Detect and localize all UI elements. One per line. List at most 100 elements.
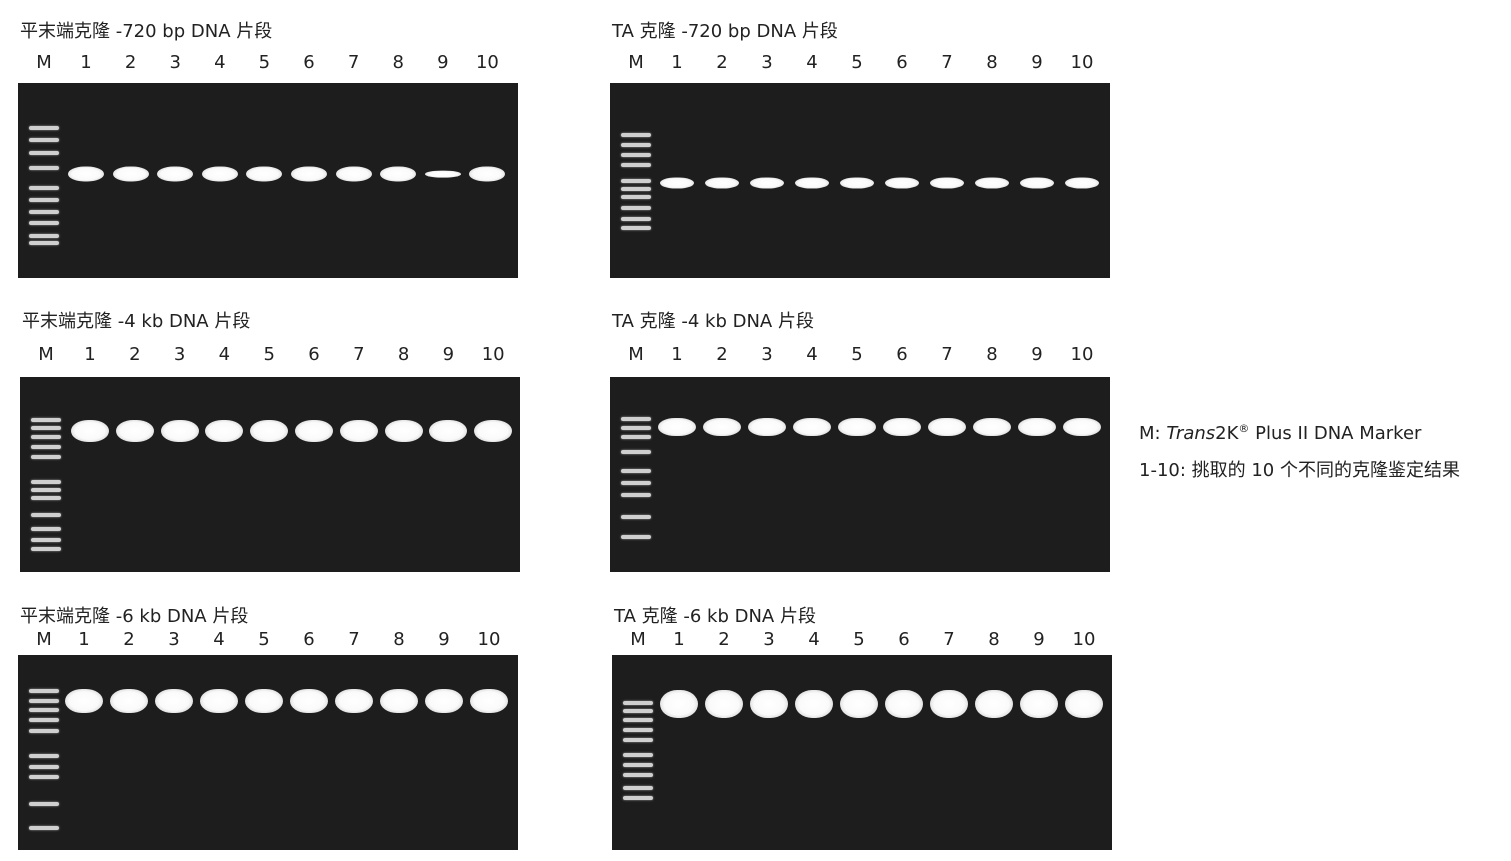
marker-band (31, 426, 61, 430)
marker-band (29, 138, 59, 142)
lane-label: 3 (761, 344, 773, 365)
marker-band (31, 445, 61, 449)
marker-band (31, 480, 61, 484)
marker-band (621, 206, 651, 210)
dna-band (245, 689, 283, 713)
lane-labels: M 1 2 3 4 5 6 7 8 9 10 (612, 629, 1112, 651)
marker-band (29, 754, 59, 758)
dna-band (246, 166, 283, 182)
lane-label: 7 (347, 52, 360, 73)
marker-band (621, 153, 651, 157)
lane-label: M (36, 52, 52, 73)
dna-band (975, 177, 1009, 189)
dna-band (975, 690, 1013, 718)
dna-band (339, 420, 378, 442)
dna-band (660, 177, 694, 189)
lane-label: M (38, 344, 54, 365)
lane-label: 3 (763, 629, 775, 650)
dna-band (1018, 418, 1056, 436)
lane-label: 2 (718, 629, 730, 650)
lane-label: 2 (716, 344, 728, 365)
marker-band (621, 187, 651, 191)
dna-band (68, 166, 104, 182)
dna-band (160, 420, 199, 442)
lane-label: 10 (1070, 52, 1094, 73)
gel-image (610, 377, 1110, 572)
panel-title: TA 克隆 -720 bp DNA 片段 (612, 21, 838, 42)
dna-band (115, 420, 154, 442)
marker-band (31, 496, 61, 500)
marker-band (621, 143, 651, 147)
dna-band (885, 690, 923, 718)
marker-band (29, 186, 59, 190)
marker-band (621, 133, 651, 137)
lane-label: 1 (80, 52, 92, 73)
gel-image (20, 377, 520, 572)
marker-band (29, 826, 59, 830)
dna-band (155, 689, 193, 713)
lane-label: 6 (303, 629, 315, 650)
lane-label: 6 (896, 344, 908, 365)
lane-label: 9 (1033, 629, 1045, 650)
lane-label: 9 (437, 52, 449, 73)
lane-label: 10 (477, 629, 501, 650)
lane-label: 9 (442, 344, 455, 365)
dna-band (474, 420, 513, 442)
marker-band (621, 226, 651, 230)
marker-band (29, 729, 59, 733)
legend-marker-italic: Trans (1166, 423, 1216, 444)
dna-band (429, 420, 468, 442)
marker-band (621, 417, 651, 421)
lane-label: 5 (258, 52, 271, 73)
marker-band (29, 126, 59, 130)
lane-label: 8 (397, 344, 410, 365)
lane-label: 8 (988, 629, 1000, 650)
dna-band (750, 177, 784, 189)
lane-label: 6 (896, 52, 908, 73)
marker-band (623, 796, 653, 800)
marker-band (29, 221, 59, 225)
dna-band (660, 690, 698, 718)
dna-band (380, 166, 417, 182)
lane-label: 8 (392, 52, 404, 73)
lane-label: 2 (129, 344, 141, 365)
gel-image (612, 655, 1112, 850)
dna-band (65, 689, 103, 713)
dna-band (973, 418, 1011, 436)
dna-band (885, 177, 919, 189)
lane-label: 4 (806, 344, 818, 365)
dna-band (883, 418, 921, 436)
gel-image (18, 83, 518, 278)
dna-band (705, 690, 743, 718)
marker-band (621, 469, 651, 473)
marker-band (623, 728, 653, 732)
dna-band (750, 690, 788, 718)
panel-title: TA 克隆 -6 kb DNA 片段 (614, 606, 816, 627)
marker-band (31, 538, 61, 542)
lane-label: 3 (173, 344, 186, 365)
lane-labels: M 1 2 3 4 5 6 7 8 9 10 (610, 344, 1110, 366)
dna-band (795, 177, 829, 189)
panel-title: 平末端克隆 -720 bp DNA 片段 (20, 21, 273, 42)
marker-band (623, 786, 653, 790)
lane-label: 2 (716, 52, 728, 73)
marker-band (29, 765, 59, 769)
marker-band (29, 241, 59, 245)
lane-label: 5 (853, 629, 865, 650)
legend-marker-prefix: M: (1139, 423, 1167, 444)
panel-title: 平末端克隆 -6 kb DNA 片段 (20, 606, 249, 627)
marker-band (623, 773, 653, 777)
dna-band (380, 689, 418, 713)
dna-band (838, 418, 876, 436)
lane-label: 9 (438, 629, 450, 650)
lane-label: 1 (671, 344, 683, 365)
dna-band (469, 166, 506, 182)
lane-labels: M 1 2 3 4 5 6 7 8 9 10 (20, 344, 520, 366)
lane-label: 4 (214, 52, 226, 73)
marker-band (31, 455, 61, 459)
marker-band (623, 763, 653, 767)
lane-label: 7 (941, 52, 953, 73)
dna-band (703, 418, 741, 436)
legend-marker-suffix: Plus II DNA Marker (1249, 423, 1422, 444)
marker-band (29, 718, 59, 722)
